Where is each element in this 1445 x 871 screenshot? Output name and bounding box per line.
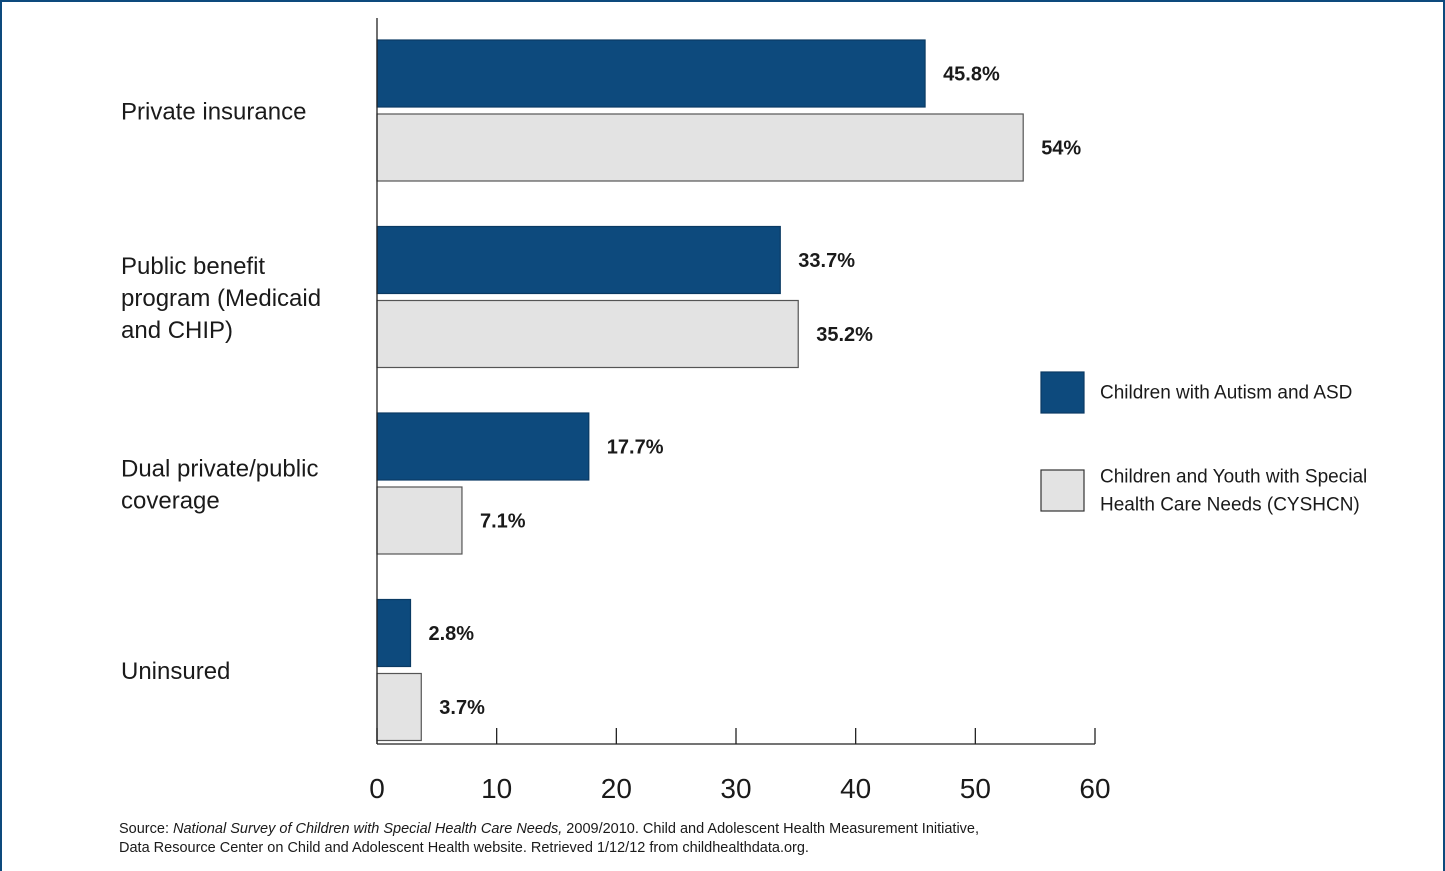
bar bbox=[376, 39, 926, 108]
data-label: 35.2% bbox=[816, 324, 873, 346]
category-label-line: coverage bbox=[121, 488, 220, 515]
legend-label-line: Children with Autism and ASD bbox=[1100, 383, 1352, 404]
x-tick-label: 40 bbox=[840, 773, 871, 804]
category-label-line: and CHIP) bbox=[121, 317, 233, 344]
legend-label: Children with Autism and ASD bbox=[1100, 383, 1352, 404]
bars-group: 45.8% 54% 33.7% 35.2% 17.7% 7.1% 2.8% 3.7% bbox=[376, 39, 1081, 742]
data-label: 54% bbox=[1041, 138, 1081, 160]
bar-chart: 45.8% 54% 33.7% 35.2% 17.7% 7.1% 2.8% 3.7% 0 10 2… bbox=[121, 18, 1367, 804]
source-prefix: Source: bbox=[119, 821, 173, 837]
category-label-line: Private insurance bbox=[121, 99, 306, 126]
bar bbox=[376, 672, 422, 742]
category-label-line: Uninsured bbox=[121, 658, 230, 685]
category-labels: Private insurance Public benefit program (… bbox=[121, 99, 321, 686]
category-label: Dual private/public coverage bbox=[121, 456, 318, 515]
legend-label-line: Health Care Needs (CYSHCN) bbox=[1100, 495, 1360, 516]
category-label: Uninsured bbox=[121, 658, 230, 685]
x-tick-label: 50 bbox=[960, 773, 991, 804]
source-survey-title: National Survey of Children with Special… bbox=[173, 821, 563, 837]
data-label: 17.7% bbox=[607, 437, 664, 459]
source-note: Source: National Survey of Children with… bbox=[119, 820, 1399, 858]
category-label-line: program (Medicaid bbox=[121, 285, 321, 312]
bar bbox=[376, 412, 590, 481]
bar bbox=[376, 598, 412, 668]
legend-label-line: Children and Youth with Special bbox=[1100, 467, 1367, 488]
bar bbox=[376, 113, 1024, 182]
category-label-line: Public benefit bbox=[121, 253, 265, 280]
data-label: 7.1% bbox=[480, 511, 526, 533]
x-axis: 0 10 20 30 40 50 60 bbox=[369, 18, 1111, 804]
category-label-line: Dual private/public bbox=[121, 456, 318, 483]
x-tick-label: 0 bbox=[369, 773, 385, 804]
legend-label: Children and Youth with Special Health Ca… bbox=[1100, 467, 1367, 516]
legend-swatch bbox=[1040, 469, 1085, 512]
bar bbox=[376, 225, 781, 295]
x-tick-label: 60 bbox=[1079, 773, 1110, 804]
legend-swatch bbox=[1040, 371, 1085, 414]
data-label: 3.7% bbox=[439, 697, 485, 719]
source-line-1: Source: National Survey of Children with… bbox=[119, 820, 1399, 839]
x-tick-label: 30 bbox=[720, 773, 751, 804]
category-label: Private insurance bbox=[121, 99, 306, 126]
legend: Children with Autism and ASD Children and… bbox=[1040, 371, 1367, 516]
source-line-2: Data Resource Center on Child and Adoles… bbox=[119, 840, 809, 856]
category-label: Public benefit program (Medicaid and CHIP) bbox=[121, 253, 321, 344]
bar bbox=[376, 486, 463, 555]
data-label: 45.8% bbox=[943, 64, 1000, 86]
source-line-1-rest: 2009/2010. Child and Adolescent Health M… bbox=[562, 821, 980, 837]
x-tick-label: 20 bbox=[601, 773, 632, 804]
data-label: 2.8% bbox=[429, 623, 475, 645]
bar bbox=[376, 299, 799, 369]
data-label: 33.7% bbox=[798, 250, 855, 272]
x-tick-label: 10 bbox=[481, 773, 512, 804]
